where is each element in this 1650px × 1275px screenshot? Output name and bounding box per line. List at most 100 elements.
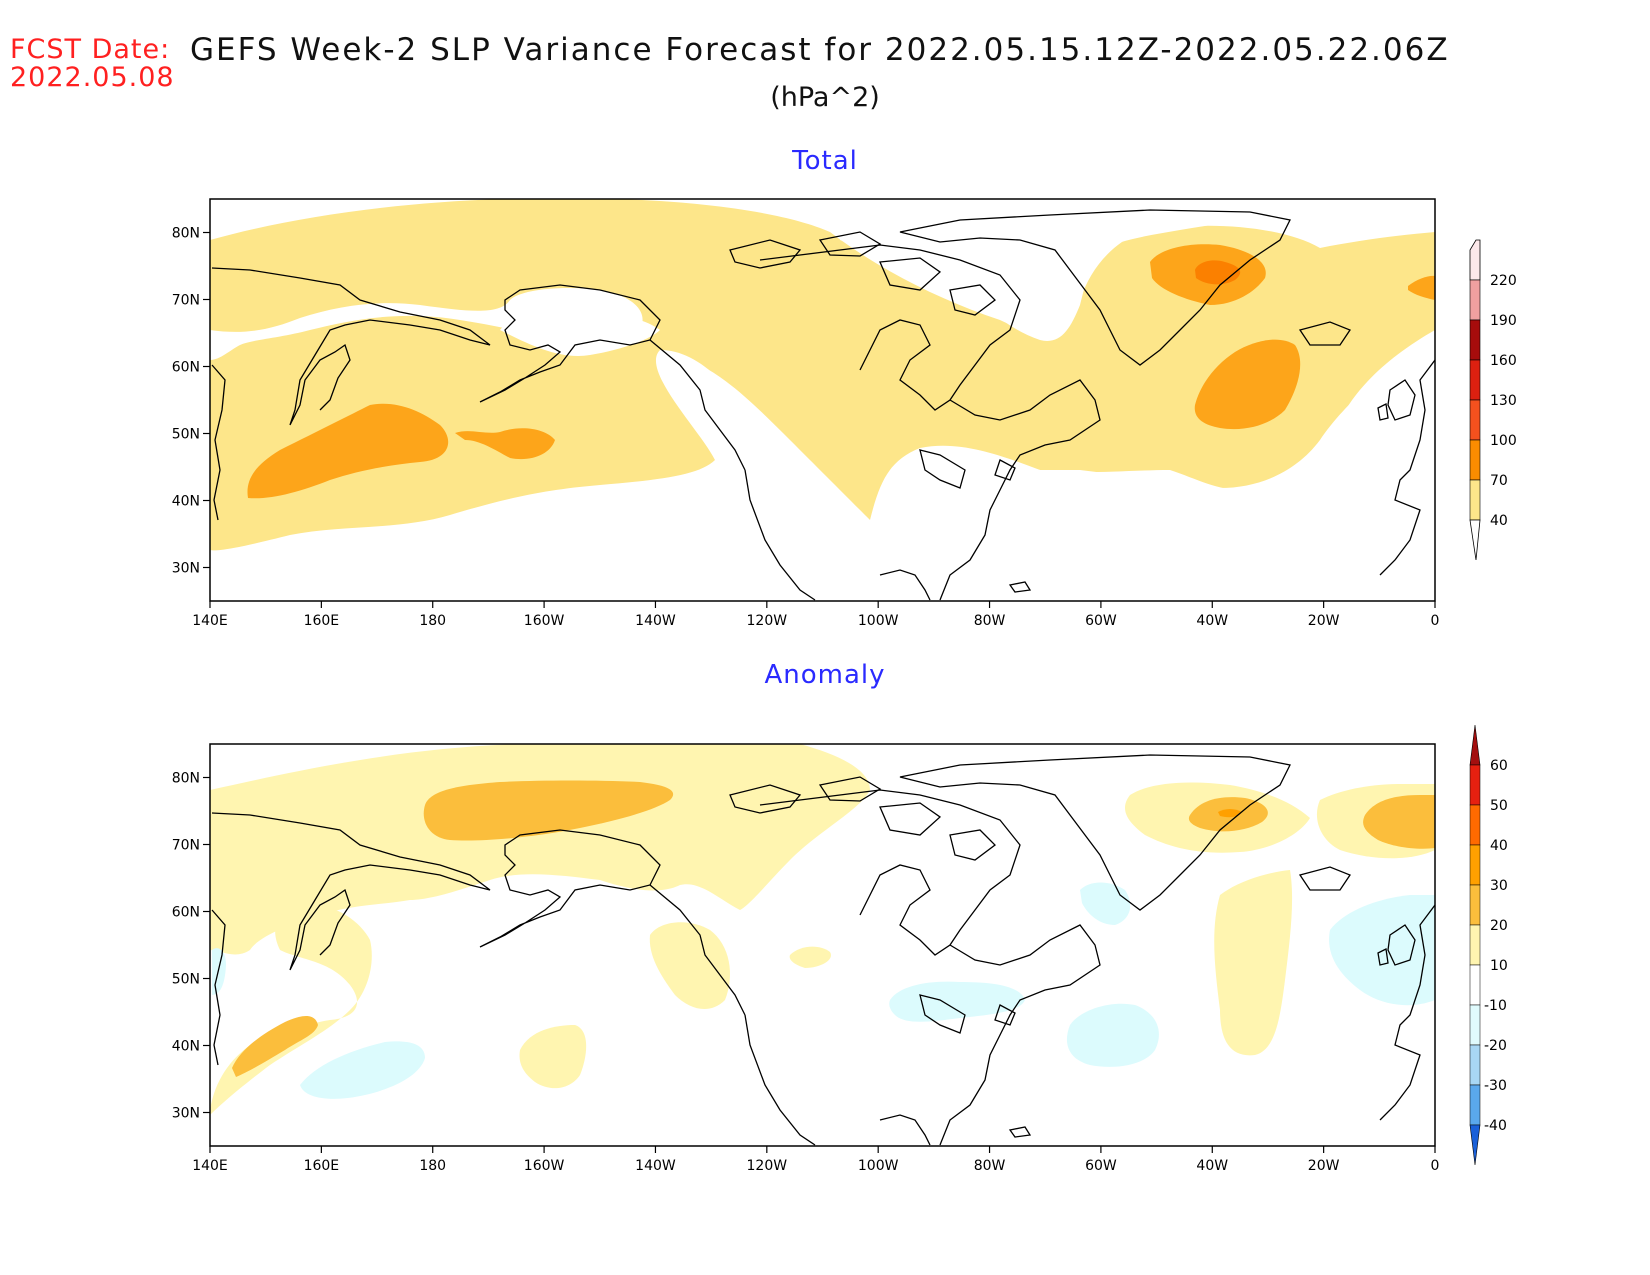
total-contour-light [210, 199, 1435, 551]
colorbar-label: 130 [1490, 393, 1517, 409]
lon-tick-label: 20W [1308, 613, 1340, 629]
anomaly-contour-light-mid-atlantic [1214, 870, 1293, 1056]
lon-tick-label: 160E [304, 1158, 340, 1174]
anomaly-contour-negative-europe [1329, 895, 1435, 1006]
colorbar-label: 40 [1490, 513, 1508, 529]
colorbar-label: 160 [1490, 353, 1517, 369]
units-label: (hPa^2) [770, 82, 880, 113]
total-clear-greenland [840, 199, 1310, 341]
total-colorbar-cap-top [1469, 239, 1481, 281]
lon-tick-label: 160E [304, 613, 340, 629]
anomaly-contour-light-central-pacific [519, 1025, 587, 1089]
anomaly-lon-ticks: 140E 160E 180 160W 140W 120W 100W 80W 60W 40W 20W 0 [192, 1146, 1439, 1174]
colorbar-label: 60 [1490, 758, 1508, 774]
total-colorbar-swatch-190-220 [1469, 279, 1481, 321]
lon-tick-label: 120W [747, 613, 788, 629]
lon-tick-label: 140W [635, 613, 676, 629]
anomaly-contour-orange [1218, 809, 1242, 818]
colorbar-label: 70 [1490, 473, 1508, 489]
colorbar-label: -10 [1484, 998, 1507, 1014]
total-colorbar: 220 190 160 130 100 70 40 [1469, 239, 1517, 561]
colorbar-label: 100 [1490, 433, 1517, 449]
main-title: GEFS Week-2 SLP Variance Forecast for 20… [190, 32, 1450, 68]
lon-tick-label: 80W [974, 1158, 1006, 1174]
total-lat-ticks: 80N 70N 60N 50N 40N 30N [172, 226, 210, 577]
colorbar-label: 30 [1490, 878, 1508, 894]
anomaly-contour-negative-pacific [300, 1041, 425, 1099]
anomaly-colorbar-swatch-10-20 [1469, 924, 1481, 966]
lat-tick-label: 70N [172, 293, 200, 309]
lon-tick-label: 40W [1196, 613, 1228, 629]
lat-tick-label: 60N [172, 360, 200, 376]
total-colorbar-swatch-70-100 [1469, 439, 1481, 481]
lon-tick-label: 0 [1431, 1158, 1440, 1174]
colorbar-label: 10 [1490, 958, 1508, 974]
total-clear-west-coast [690, 340, 1435, 601]
fcst-date: 2022.05.08 [10, 62, 175, 93]
colorbar-label: -20 [1484, 1038, 1507, 1054]
anomaly-contour-medium-siberia [423, 780, 674, 841]
anomaly-colorbar-swatch-20-30 [1469, 884, 1481, 926]
lat-tick-label: 50N [172, 427, 200, 443]
lon-tick-label: 160W [524, 1158, 565, 1174]
anomaly-contour-medium-kamchatka [232, 1016, 318, 1077]
anomaly-colorbar-swatch-neutral [1469, 964, 1481, 1006]
lon-tick-label: 0 [1431, 613, 1440, 629]
lon-tick-label: 140E [192, 1158, 228, 1174]
lon-tick-label: 80W [974, 613, 1006, 629]
anomaly-shading [210, 744, 1435, 1115]
fcst-label: FCST Date: [10, 34, 171, 65]
anomaly-colorbar-swatch-neg30-40 [1469, 1084, 1481, 1126]
colorbar-label: 220 [1490, 273, 1517, 289]
lat-tick-label: 40N [172, 494, 200, 510]
colorbar-label: 20 [1490, 918, 1508, 934]
total-colorbar-swatch-40-70 [1469, 479, 1481, 521]
lon-tick-label: 120W [747, 1158, 788, 1174]
lat-tick-label: 80N [172, 771, 200, 787]
anomaly-colorbar-swatch-40-50 [1469, 804, 1481, 846]
anomaly-contour-negative-atlantic [1066, 1003, 1159, 1067]
lat-tick-label: 50N [172, 972, 200, 988]
lon-tick-label: 180 [419, 613, 446, 629]
total-clear-north-pacific [210, 288, 643, 360]
anomaly-contour-light-gulf-alaska [649, 922, 730, 1010]
colorbar-label: 190 [1490, 313, 1517, 329]
anomaly-colorbar-swatch-30-40 [1469, 844, 1481, 886]
lat-tick-label: 40N [172, 1039, 200, 1055]
anomaly-colorbar-swatch-neg20-30 [1469, 1044, 1481, 1086]
anomaly-colorbar-cap-bottom [1469, 1124, 1481, 1166]
anomaly-contour-medium-norway [1363, 795, 1435, 849]
anomaly-colorbar-swatch-neg10-20 [1469, 1004, 1481, 1046]
total-contour-medium-europe [1408, 275, 1435, 300]
anomaly-colorbar: 60 50 40 30 20 10 -10 -20 -30 -40 [1469, 724, 1508, 1166]
colorbar-label: 50 [1490, 798, 1508, 814]
colorbar-label: -40 [1484, 1118, 1507, 1134]
colorbar-label: -30 [1484, 1078, 1507, 1094]
lon-tick-label: 140E [192, 613, 228, 629]
lon-tick-label: 60W [1085, 1158, 1117, 1174]
lon-tick-label: 140W [635, 1158, 676, 1174]
lon-tick-label: 40W [1196, 1158, 1228, 1174]
anomaly-map-frame [209, 743, 1436, 1147]
anomaly-colorbar-cap-top [1469, 724, 1481, 766]
lon-tick-label: 100W [858, 1158, 899, 1174]
lat-tick-label: 70N [172, 838, 200, 854]
lon-tick-label: 100W [858, 613, 899, 629]
lat-tick-label: 80N [172, 226, 200, 242]
anomaly-map-panel: 80N 70N 60N 50N 40N 30N 140E 160E 180 160W 140W 12… [172, 724, 1508, 1174]
forecast-date-label: FCST Date: 2022.05.08 [10, 36, 175, 92]
anomaly-contour-light-canada [789, 946, 831, 968]
lat-tick-label: 60N [172, 905, 200, 921]
total-colorbar-swatch-160-190 [1469, 319, 1481, 361]
lon-tick-label: 60W [1085, 613, 1117, 629]
colorbar-label: 40 [1490, 838, 1508, 854]
anomaly-contour-negative-great-lakes [889, 981, 1025, 1022]
total-contour-medium-atlantic [1194, 339, 1301, 430]
lat-tick-label: 30N [172, 1106, 200, 1122]
anomaly-contour-negative-labrador [1080, 882, 1131, 925]
panel-title-anomaly: Anomaly [764, 660, 886, 690]
total-shading [210, 199, 1435, 601]
anomaly-contour-light-north [210, 744, 870, 955]
anomaly-colorbar-swatch-50-60 [1469, 764, 1481, 806]
